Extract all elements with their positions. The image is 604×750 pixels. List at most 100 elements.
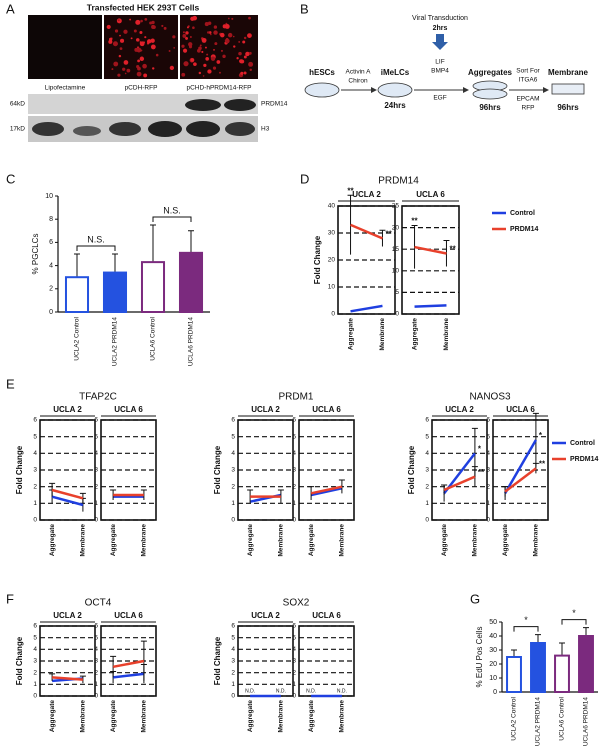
- series-line: [310, 487, 343, 497]
- series-line: [52, 676, 83, 681]
- y-tick-label: 40: [328, 203, 336, 210]
- y-tick-label: 3: [231, 467, 235, 474]
- x-tick-label: UCLA6 Control: [559, 696, 566, 740]
- y-tick-label: 6: [49, 239, 53, 246]
- series-line: [51, 495, 84, 507]
- cell: [232, 35, 235, 38]
- y-tick-label: 4: [231, 646, 235, 653]
- bracket: [561, 619, 587, 625]
- cell: [126, 68, 131, 73]
- x-tick-label: Aggregate: [110, 700, 117, 733]
- facet-title: UCLA 2: [352, 190, 381, 199]
- cell: [137, 59, 141, 63]
- cell: [182, 34, 187, 38]
- bracket-label: N.S.: [87, 234, 105, 244]
- cell: [123, 29, 128, 34]
- error-bar: [74, 253, 80, 278]
- error-bar: [49, 673, 56, 681]
- y-tick-label: 20: [489, 661, 497, 668]
- chart-title: PRDM1: [278, 392, 313, 403]
- significance: **: [411, 217, 418, 226]
- y-tick-label: 3: [33, 467, 37, 474]
- y-tick-label: 6: [94, 417, 98, 424]
- bracket: [152, 216, 192, 222]
- cell: [147, 42, 149, 45]
- panel-title: Transfected HEK 293T Cells: [87, 2, 200, 12]
- cell: [137, 66, 141, 71]
- micrograph: [28, 15, 102, 79]
- cell: [245, 51, 250, 57]
- series-line: [414, 304, 447, 308]
- legend-label: PRDM14: [570, 456, 599, 463]
- cell: [213, 30, 218, 35]
- error-bar: [583, 627, 589, 636]
- cell: [120, 38, 125, 43]
- chart-title: OCT4: [85, 598, 112, 609]
- x-tick-label: Membrane: [339, 700, 346, 733]
- y-tick-label: 1: [231, 681, 235, 688]
- step-label: Activin A: [346, 69, 372, 76]
- cell: [136, 47, 142, 53]
- facet-title: UCLA 6: [416, 190, 445, 199]
- y-tick-label: 3: [425, 467, 429, 474]
- facet-frame: [298, 419, 355, 521]
- dish: [472, 88, 508, 100]
- y-tick-label: 2: [49, 286, 53, 293]
- step-label: Sort For: [516, 68, 540, 75]
- y-tick-label: 3: [292, 658, 296, 665]
- cell: [225, 38, 230, 44]
- series-line: [504, 439, 537, 494]
- cell: [201, 50, 204, 53]
- series-line: [350, 223, 383, 240]
- cell: [203, 63, 207, 68]
- cell: [163, 26, 167, 30]
- membrane: [551, 83, 585, 95]
- step-label: Viral Transduction: [412, 15, 468, 22]
- cell: [181, 72, 186, 77]
- cell: [144, 18, 148, 21]
- facet-title: UCLA 2: [53, 611, 82, 620]
- error-bar: [511, 649, 517, 657]
- cell: [135, 19, 141, 25]
- facet-title: UCLA 6: [114, 405, 143, 414]
- cell: [161, 24, 164, 28]
- y-tick-label: 0: [493, 689, 497, 696]
- cell: [143, 73, 148, 78]
- y-tick-label: 4: [425, 450, 429, 457]
- x-tick-label: UCLA2 Control: [74, 316, 81, 360]
- x-tick-label: Membrane: [80, 524, 87, 557]
- micrograph: [104, 15, 178, 79]
- x-tick-label: Membrane: [339, 524, 346, 557]
- legend-label: PRDM14: [510, 226, 539, 233]
- cell: [227, 32, 233, 38]
- x-tick-label: Aggregate: [502, 524, 509, 557]
- facet-frame: [237, 419, 294, 521]
- y-axis-label: Fold Change: [15, 445, 24, 494]
- chart-title: NANOS3: [469, 392, 511, 403]
- cell: [190, 16, 195, 21]
- error-bar: [79, 675, 86, 684]
- band: [224, 99, 256, 111]
- step-label: EPCAM: [516, 96, 539, 103]
- node-label: Aggregates: [468, 68, 513, 77]
- cell: [192, 26, 195, 30]
- error-bar: [502, 486, 509, 497]
- y-tick-label: 5: [486, 433, 490, 440]
- y-axis-label: Fold Change: [15, 636, 24, 685]
- cell: [122, 67, 126, 71]
- step-time: 2hrs: [433, 25, 448, 32]
- x-tick-label: Membrane: [80, 700, 87, 733]
- x-tick-label: Aggregate: [347, 318, 354, 351]
- y-tick-label: 1: [292, 681, 296, 688]
- y-tick-label: 0: [292, 693, 296, 700]
- cell: [172, 35, 176, 39]
- panel-letter: A: [6, 1, 15, 16]
- x-tick-label: Aggregate: [411, 318, 418, 351]
- y-tick-label: 3: [292, 467, 296, 474]
- y-tick-label: 1: [231, 500, 235, 507]
- x-tick-label: UCLA6 PRDM14: [583, 697, 590, 747]
- cell: [189, 36, 192, 39]
- cell: [150, 44, 156, 50]
- y-tick-label: 2: [425, 483, 429, 490]
